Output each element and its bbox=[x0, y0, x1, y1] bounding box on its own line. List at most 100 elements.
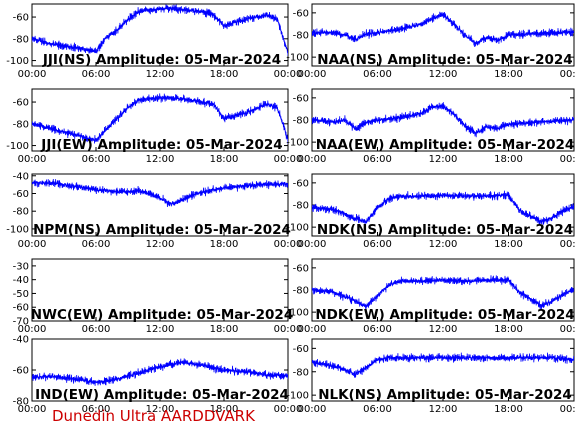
chart-panel-6: -100 -80 -60 00:00 06:00 12:00 18:00 00:00NDK(N… bbox=[286, 173, 576, 250]
y-tick-label: -70 bbox=[13, 317, 29, 328]
y-tick-label: -100 bbox=[6, 56, 29, 67]
y-tick-label: -40 bbox=[13, 275, 29, 286]
plot-frame bbox=[31, 88, 289, 152]
x-tick-label: 00:00 bbox=[274, 69, 303, 80]
x-tick-label: 00:00 bbox=[560, 239, 576, 250]
y-tick-label: -40 bbox=[13, 171, 29, 182]
plot-frame bbox=[311, 258, 575, 322]
series-line bbox=[32, 4, 288, 56]
y-tick-label: -80 bbox=[13, 119, 29, 130]
chart-panel-5: -100 -80 -60 -40 00:00 06:00 12:00 18:00 00:00NP… bbox=[6, 171, 302, 250]
y-tick-label: -80 bbox=[293, 201, 309, 212]
y-tick-label: -80 bbox=[293, 367, 309, 378]
x-tick-label: 12:00 bbox=[146, 404, 175, 415]
chart-panel-8: -100 -80 -60 00:00 06:00 12:00 18:00 00:00NDK(E… bbox=[286, 258, 576, 335]
x-tick-label: 06:00 bbox=[82, 154, 111, 165]
y-tick-label: -60 bbox=[13, 189, 29, 200]
y-tick-label: -40 bbox=[13, 335, 29, 346]
series-line bbox=[312, 11, 574, 47]
x-tick-label: 12:00 bbox=[146, 154, 175, 165]
x-tick-label: 06:00 bbox=[82, 404, 111, 415]
x-tick-label: 06:00 bbox=[82, 324, 111, 335]
chart-title: NDK(NS) Amplitude: 05-Mar-2024 bbox=[317, 222, 573, 238]
chart-title: NAA(NS) Amplitude: 05-Mar-2024 bbox=[317, 52, 572, 68]
chart-panel-10: -100 -80 -60 00:00 06:00 12:00 18:00 00:00NLK(N… bbox=[286, 338, 576, 415]
plot-frame bbox=[31, 3, 289, 67]
chart-title: NPM(NS) Amplitude: 05-Mar-2024 bbox=[33, 222, 291, 238]
chart-panel-4: -100 -80 -60 00:00 06:00 12:00 18:00 00:00NAA(E… bbox=[286, 88, 576, 165]
chart-panel-3: -100 -80 -60 00:00 06:00 12:00 18:00 00:00JJI(E… bbox=[6, 88, 303, 165]
x-tick-label: 12:00 bbox=[429, 69, 458, 80]
series-line bbox=[312, 275, 574, 311]
x-tick-label: 06:00 bbox=[363, 69, 392, 80]
chart-title: NAA(EW) Amplitude: 05-Mar-2024 bbox=[316, 137, 575, 153]
y-tick-label: -100 bbox=[286, 308, 309, 319]
x-tick-label: 06:00 bbox=[363, 239, 392, 250]
x-tick-label: 12:00 bbox=[146, 69, 175, 80]
x-tick-label: 18:00 bbox=[494, 324, 523, 335]
x-tick-label: 18:00 bbox=[210, 154, 239, 165]
series-line bbox=[32, 93, 288, 144]
x-tick-label: 00:00 bbox=[18, 324, 47, 335]
chart-title: IND(EW) Amplitude: 05-Mar-2024 bbox=[35, 387, 289, 403]
x-tick-label: 12:00 bbox=[429, 154, 458, 165]
chart-title: JJI(NS) Amplitude: 05-Mar-2024 bbox=[42, 52, 281, 68]
y-tick-label: -50 bbox=[13, 289, 29, 300]
y-tick-label: -60 bbox=[293, 93, 309, 104]
y-tick-label: -100 bbox=[286, 223, 309, 234]
x-tick-label: 18:00 bbox=[210, 404, 239, 415]
y-tick-label: -80 bbox=[13, 207, 29, 218]
x-tick-label: 00:00 bbox=[274, 404, 303, 415]
series-line bbox=[32, 178, 288, 208]
x-tick-label: 18:00 bbox=[494, 239, 523, 250]
x-tick-label: 00:00 bbox=[298, 404, 327, 415]
x-tick-label: 06:00 bbox=[363, 324, 392, 335]
y-tick-label: -60 bbox=[293, 8, 309, 19]
x-tick-label: 12:00 bbox=[146, 324, 175, 335]
x-tick-label: 06:00 bbox=[363, 154, 392, 165]
x-tick-label: 00:00 bbox=[18, 404, 47, 415]
y-tick-label: -60 bbox=[13, 13, 29, 24]
plot-frame bbox=[311, 173, 575, 237]
y-tick-label: -60 bbox=[293, 344, 309, 355]
y-tick-label: -60 bbox=[13, 303, 29, 314]
x-tick-label: 12:00 bbox=[146, 239, 175, 250]
x-tick-label: 18:00 bbox=[210, 324, 239, 335]
x-tick-label: 00:00 bbox=[298, 69, 327, 80]
y-tick-label: -100 bbox=[6, 141, 29, 152]
plot-frame bbox=[31, 258, 289, 322]
x-tick-label: 12:00 bbox=[429, 324, 458, 335]
chart-panel-1: -100 -80 -60 00:00 06:00 12:00 18:00 00:00JJI(N… bbox=[6, 3, 303, 80]
x-tick-label: 18:00 bbox=[494, 404, 523, 415]
x-tick-label: 00:00 bbox=[274, 324, 303, 335]
y-tick-label: -100 bbox=[286, 138, 309, 149]
x-tick-label: 06:00 bbox=[363, 404, 392, 415]
x-tick-label: 06:00 bbox=[82, 239, 111, 250]
y-tick-label: -30 bbox=[13, 261, 29, 272]
y-tick-label: -100 bbox=[286, 53, 309, 64]
chart-panel-2: -100 -80 -60 00:00 06:00 12:00 18:00 00:00NAA(N… bbox=[286, 3, 576, 80]
footer-label: Dunedin Ultra AARDDVARK bbox=[52, 407, 255, 425]
series-line bbox=[312, 102, 574, 138]
x-tick-label: 18:00 bbox=[210, 69, 239, 80]
x-tick-label: 00:00 bbox=[298, 154, 327, 165]
plot-frame bbox=[311, 338, 575, 402]
series-line bbox=[312, 190, 574, 226]
x-tick-label: 18:00 bbox=[494, 69, 523, 80]
x-tick-label: 06:00 bbox=[82, 69, 111, 80]
x-tick-label: 00:00 bbox=[560, 404, 576, 415]
y-tick-label: -60 bbox=[13, 98, 29, 109]
y-tick-label: -80 bbox=[13, 34, 29, 45]
x-tick-label: 00:00 bbox=[560, 324, 576, 335]
chart-panel-9: -80 -60 -40 00:00 06:00 12:00 18:00 00:00IND(EW… bbox=[13, 335, 303, 416]
x-tick-label: 00:00 bbox=[560, 69, 576, 80]
y-tick-label: -80 bbox=[293, 286, 309, 297]
x-tick-label: 18:00 bbox=[210, 239, 239, 250]
chart-title: JJI(EW) Amplitude: 05-Mar-2024 bbox=[40, 137, 282, 153]
y-tick-label: -80 bbox=[13, 397, 29, 408]
x-tick-label: 00:00 bbox=[274, 154, 303, 165]
chart-title: NLK(NS) Amplitude: 05-Mar-2024 bbox=[318, 387, 572, 403]
y-tick-label: -80 bbox=[293, 116, 309, 127]
x-tick-label: 00:00 bbox=[18, 69, 47, 80]
